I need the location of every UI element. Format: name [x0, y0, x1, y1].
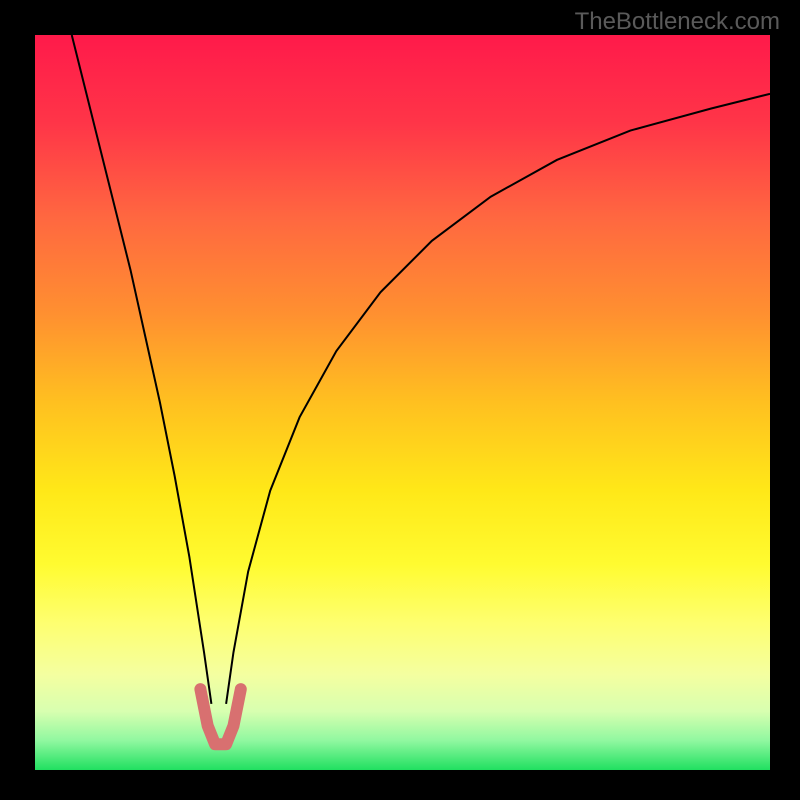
watermark-text: TheBottleneck.com [575, 8, 780, 36]
chart-root: { "watermark": "TheBottleneck.com", "cha… [0, 0, 800, 800]
gradient-background [35, 35, 770, 770]
plot-area [35, 35, 770, 770]
gradient-chart-svg [35, 35, 770, 770]
